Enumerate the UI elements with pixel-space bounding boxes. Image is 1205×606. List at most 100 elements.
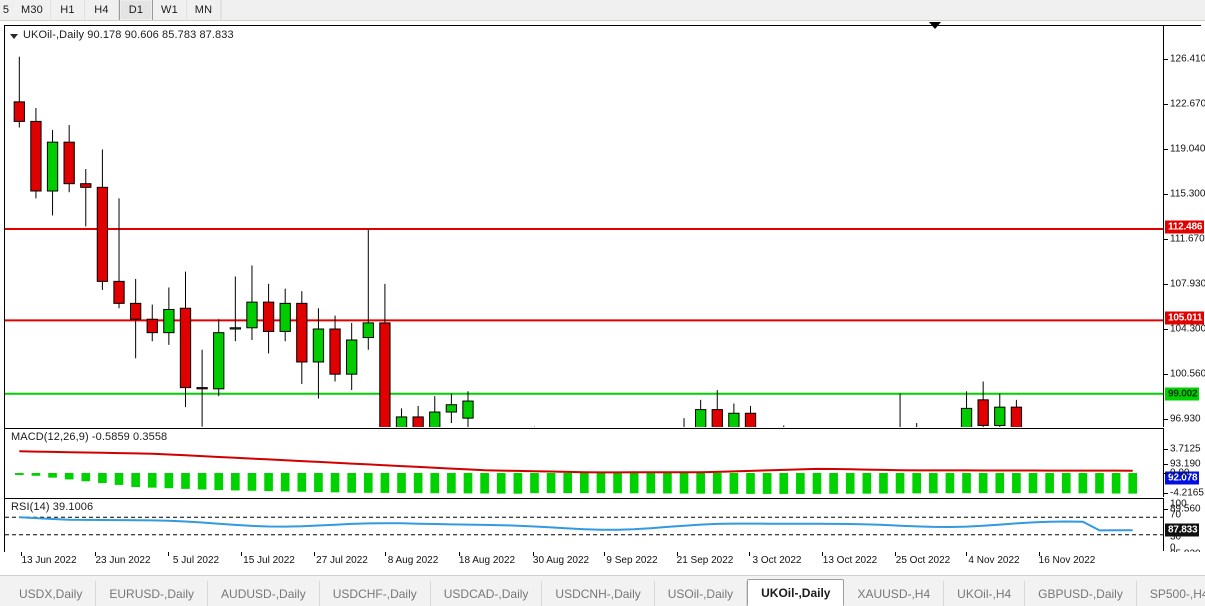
symbol-tab-usdcad-daily[interactable]: USDCAD-,Daily — [431, 581, 543, 606]
symbol-tab-eurusd-daily[interactable]: EURUSD-,Daily — [96, 581, 209, 606]
symbol-tab-usdchf-daily[interactable]: USDCHF-,Daily — [320, 581, 431, 606]
price-tick-mark — [1164, 194, 1168, 195]
symbol-tab-audusd-daily[interactable]: AUDUSD-,Daily — [208, 581, 320, 606]
price-tick-mark — [1164, 59, 1168, 60]
timeframe-button-5[interactable]: 5 — [0, 0, 14, 20]
candle — [312, 308, 325, 399]
macd-histogram-bar — [247, 473, 257, 491]
candle — [711, 390, 723, 427]
rsi-tick-label: 30 — [1170, 531, 1182, 543]
macd-histogram-bar — [696, 473, 705, 494]
macd-histogram-bar — [978, 473, 988, 494]
timeframe-button-h1[interactable]: H1 — [51, 0, 85, 20]
date-tick-label: 4 Nov 2022 — [968, 555, 1020, 566]
candle — [113, 198, 125, 309]
macd-histogram-bar — [995, 473, 1005, 494]
date-tick-mark — [966, 552, 967, 556]
macd-histogram-bar — [746, 473, 755, 494]
macd-histogram-bar — [829, 473, 838, 494]
symbol-tab-usdcnh-daily[interactable]: USDCNH-,Daily — [542, 581, 655, 606]
rsi-pane[interactable]: RSI(14) 39.1006 — [5, 499, 1163, 551]
macd-histogram-bar — [1061, 473, 1071, 494]
macd-histogram-bar — [31, 473, 41, 476]
price-tick-label: 111.670 — [1170, 233, 1205, 245]
symbol-tab-ukoil-daily[interactable]: UKOil-,Daily — [747, 579, 845, 606]
macd-histogram-bar — [314, 473, 323, 493]
candle — [899, 393, 901, 427]
macd-histogram-bar — [496, 473, 506, 494]
macd-histogram-bar — [530, 473, 539, 494]
macd-histogram-bar — [64, 473, 74, 480]
macd-histogram-bar — [280, 473, 290, 492]
symbol-tab-usdx-daily[interactable]: USDX,Daily — [6, 581, 97, 606]
price-pane[interactable]: UKOil-,Daily 90.178 90.606 85.783 87.833 — [5, 26, 1163, 427]
candle — [395, 408, 408, 427]
timeframe-button-m30[interactable]: M30 — [14, 0, 51, 20]
price-tick-label: 115.300 — [1170, 188, 1205, 200]
rsi-canvas — [5, 516, 1163, 536]
price-level-tag-112.486[interactable]: 112.486 — [1165, 220, 1205, 234]
macd-histogram-bar — [862, 473, 872, 494]
macd-histogram-bar — [330, 473, 340, 493]
rsi-tick-label: 0 — [1170, 542, 1176, 554]
candle — [146, 304, 158, 342]
candle — [412, 405, 424, 427]
symbol-tab-usoil-daily[interactable]: USOil-,Daily — [655, 581, 748, 606]
collapse-triangle-icon[interactable] — [10, 34, 18, 39]
macd-histogram-bar — [397, 473, 406, 493]
candle — [783, 425, 785, 427]
timeframe-button-w1[interactable]: W1 — [153, 0, 187, 20]
macd-histogram-bar — [1012, 473, 1021, 494]
price-tick-mark — [1164, 329, 1168, 330]
candle — [429, 396, 441, 427]
macd-histogram-bar — [1045, 473, 1054, 494]
candle — [262, 283, 275, 354]
timeframe-button-h4[interactable]: H4 — [85, 0, 119, 20]
macd-histogram-bar — [231, 473, 240, 491]
price-tick-mark — [1164, 284, 1168, 285]
price-level-tag-87.833[interactable]: 87.833 — [1165, 523, 1200, 537]
macd-tick-mark — [1164, 473, 1168, 474]
timeframe-button-mn[interactable]: MN — [187, 0, 221, 20]
macd-histogram-bar — [1078, 473, 1088, 494]
candle — [129, 278, 142, 359]
macd-histogram-bar — [347, 473, 356, 493]
macd-histogram-bar — [613, 473, 622, 494]
timeframe-button-d1[interactable]: D1 — [119, 0, 153, 20]
macd-histogram-bar — [812, 473, 822, 494]
price-tick-label: 119.040 — [1170, 143, 1205, 155]
price-tick-mark — [1164, 509, 1168, 510]
symbol-tab-sp500-h4[interactable]: SP500-,H4 — [1137, 581, 1205, 606]
macd-histogram-bar — [197, 473, 207, 490]
macd-histogram-bar — [363, 473, 373, 493]
macd-histogram-bar — [663, 473, 672, 494]
date-tick-label: 15 Jul 2022 — [243, 555, 295, 566]
date-tick-label: 5 Jul 2022 — [172, 555, 220, 566]
candle — [63, 125, 75, 193]
macd-histogram-bar — [1028, 473, 1038, 494]
price-axis[interactable]: 126.410 122.670 119.040 115.300 112.486 111.6… — [1164, 26, 1205, 605]
price-level-tag-99.002[interactable]: 99.002 — [1165, 387, 1200, 401]
symbol-tab-gbpusd-daily[interactable]: GBPUSD-,Daily — [1025, 581, 1137, 606]
price-tick-label: 122.670 — [1170, 98, 1205, 110]
macd-histogram-bar — [131, 473, 140, 488]
macd-histogram-bar — [945, 473, 955, 494]
price-tick-mark — [1164, 374, 1168, 375]
price-level-tag-105.011[interactable]: 105.011 — [1165, 311, 1205, 325]
date-tick-mark — [385, 552, 386, 556]
macd-histogram-bar — [646, 473, 656, 494]
chart-position-marker-icon[interactable] — [929, 22, 941, 29]
price-level-tag-92.078[interactable]: 92.078 — [1165, 471, 1200, 485]
macd-pane[interactable]: MACD(12,26,9) -0.5859 0.3558 — [5, 429, 1163, 497]
candle — [362, 228, 374, 350]
symbol-tab-ukoil-h4[interactable]: UKOil-,H4 — [944, 581, 1026, 606]
macd-histogram-bar — [895, 473, 905, 494]
macd-histogram-bar — [413, 473, 423, 494]
price-tick-mark — [1164, 149, 1168, 150]
macd-histogram-bar — [48, 473, 57, 478]
symbol-tab-xauusd-h4[interactable]: XAUUSD-,H4 — [844, 581, 945, 606]
macd-histogram-bar — [214, 473, 224, 491]
macd-histogram-bar — [147, 473, 157, 488]
chart-frame[interactable]: UKOil-,Daily 90.178 90.606 85.783 87.833… — [4, 25, 1205, 605]
